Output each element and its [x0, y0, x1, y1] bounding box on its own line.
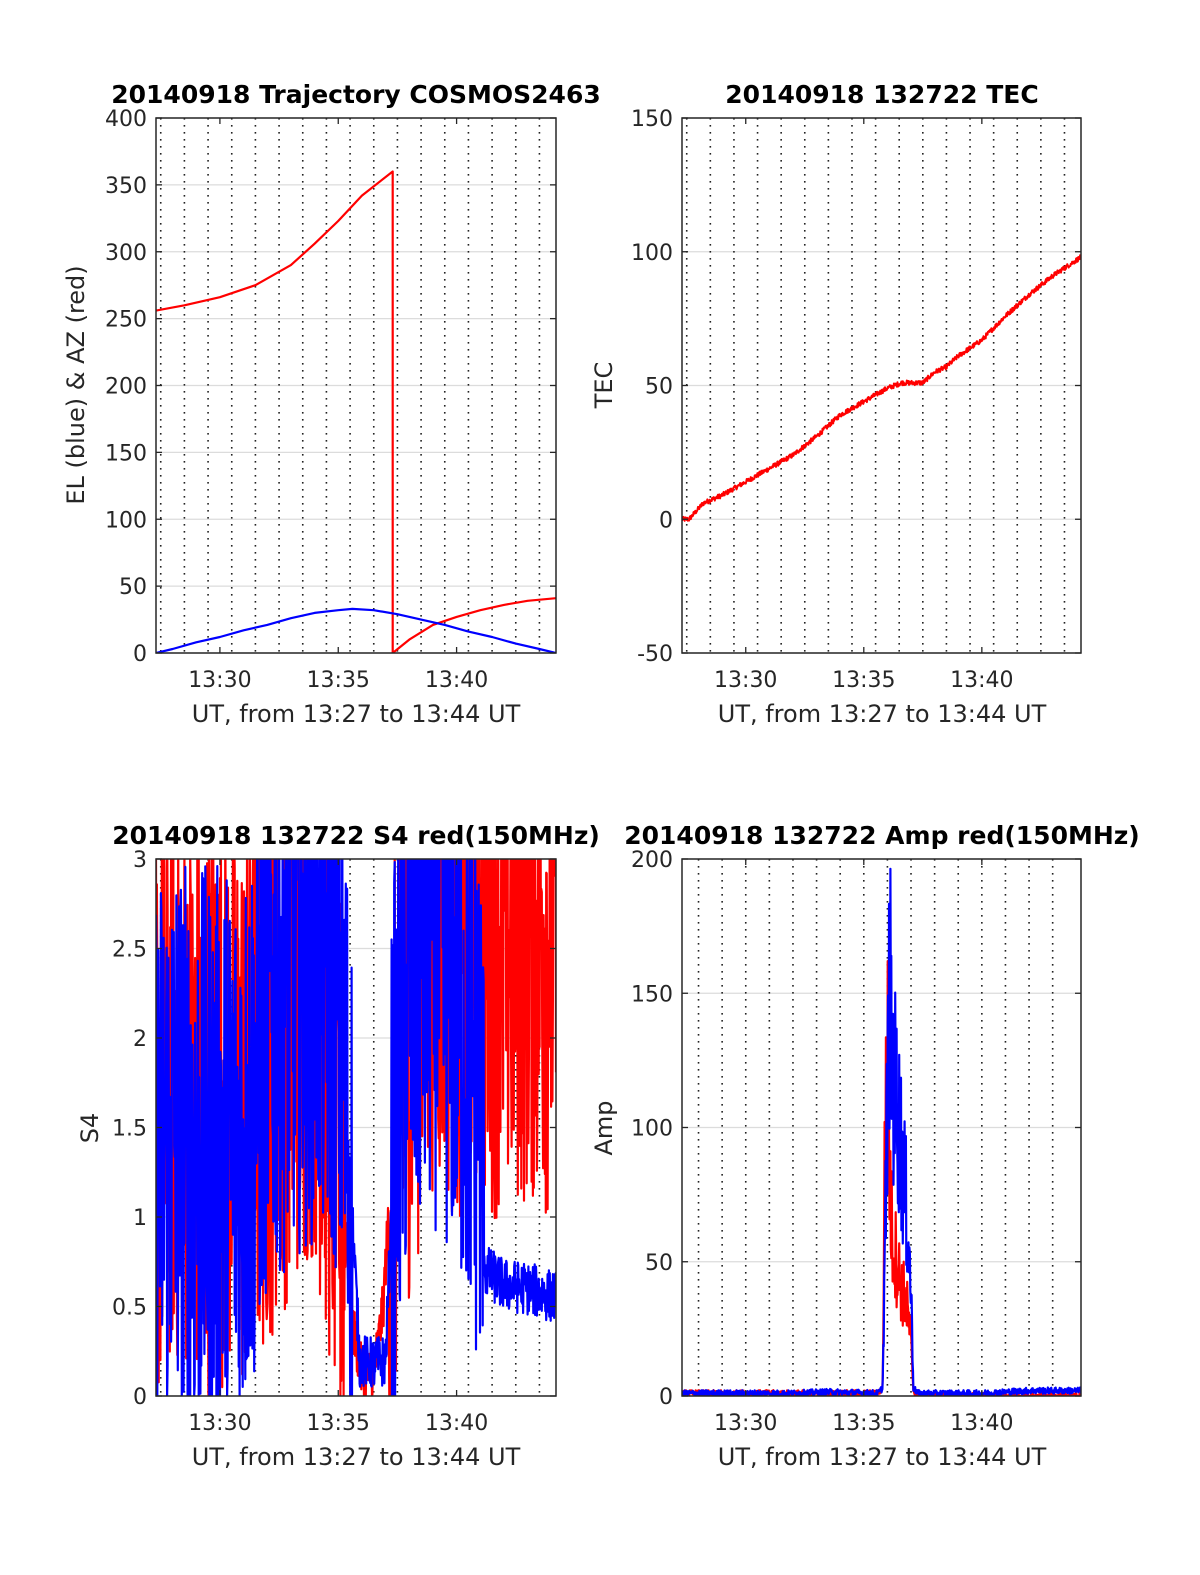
plot-area: 0 50 100 150 200 13:30 13:35 13:40 — [631, 848, 1082, 1436]
y-tick-label: 0 — [659, 1385, 673, 1410]
series-line-blue — [682, 867, 1081, 1396]
y-tick-label: 100 — [105, 508, 147, 533]
y-tick-label: 0.5 — [112, 1296, 147, 1321]
x-tick-label: 13:30 — [188, 1411, 251, 1436]
y-tick-label: 0 — [133, 642, 147, 667]
series-line-blue — [156, 607, 556, 653]
x-tick-label: 13:40 — [950, 668, 1013, 693]
plot-area: -50 0 50 100 150 13:30 13:35 13:40 — [631, 107, 1082, 693]
y-tick-label: 100 — [631, 241, 673, 266]
series-line-red — [156, 170, 556, 653]
y-tick-label: 150 — [631, 107, 673, 132]
x-tick-label: 13:30 — [714, 668, 777, 693]
y-tick-label: 1 — [133, 1206, 147, 1231]
y-tick-label: -50 — [637, 642, 673, 667]
x-tick-label: 13:35 — [832, 668, 895, 693]
y-tick-label: 0 — [659, 508, 673, 533]
x-tick-label: 13:35 — [307, 668, 370, 693]
panel-tec: 20140918 132722 TEC TEC UT, from 13:27 t… — [590, 80, 1082, 728]
y-tick-label: 0 — [133, 1385, 147, 1410]
y-tick-label: 100 — [631, 1117, 673, 1142]
chart-title: 20140918 132722 TEC — [725, 80, 1038, 109]
x-axis-label: UT, from 13:27 to 13:44 UT — [718, 700, 1047, 728]
y-axis-label: S4 — [76, 1113, 104, 1144]
x-axis-label: UT, from 13:27 to 13:44 UT — [192, 1443, 521, 1471]
x-axis-label: UT, from 13:27 to 13:44 UT — [192, 700, 521, 728]
y-tick-label: 150 — [105, 441, 147, 466]
series-line-red — [682, 960, 1081, 1396]
y-tick-label: 400 — [105, 107, 147, 132]
y-tick-label: 3 — [133, 848, 147, 873]
y-tick-label: 200 — [105, 375, 147, 400]
series-line-blue — [156, 859, 556, 1396]
y-tick-label: 1.5 — [112, 1117, 147, 1142]
y-tick-label: 50 — [645, 1251, 673, 1276]
plot-area: 0 0.5 1 1.5 2 2.5 3 13:30 13:35 13:40 — [112, 848, 557, 1436]
panel-s4: 20140918 132722 S4 red(150MHz) S4 UT, fr… — [76, 821, 600, 1471]
chart-title: 20140918 Trajectory COSMOS2463 — [111, 80, 601, 109]
y-tick-label: 2.5 — [112, 938, 147, 963]
y-tick-label: 350 — [105, 174, 147, 199]
y-axis-label: Amp — [590, 1100, 618, 1155]
y-tick-label: 2 — [133, 1027, 147, 1052]
y-axis-label: EL (blue) & AZ (red) — [62, 265, 90, 504]
y-tick-label: 150 — [631, 982, 673, 1007]
y-tick-label: 50 — [119, 575, 147, 600]
x-tick-label: 13:30 — [188, 668, 251, 693]
y-tick-label: 250 — [105, 308, 147, 333]
x-axis-label: UT, from 13:27 to 13:44 UT — [718, 1443, 1047, 1471]
x-tick-label: 13:30 — [714, 1411, 777, 1436]
x-tick-label: 13:40 — [950, 1411, 1013, 1436]
x-tick-label: 13:35 — [832, 1411, 895, 1436]
y-tick-label: 50 — [645, 375, 673, 400]
series-line-red — [682, 254, 1081, 522]
y-tick-label: 300 — [105, 241, 147, 266]
x-tick-label: 13:40 — [425, 1411, 488, 1436]
panel-trajectory: 20140918 Trajectory COSMOS2463 EL (blue)… — [62, 80, 601, 728]
chart-title: 20140918 132722 Amp red(150MHz) — [624, 821, 1140, 850]
x-tick-label: 13:40 — [425, 668, 488, 693]
chart-title: 20140918 132722 S4 red(150MHz) — [112, 821, 600, 850]
y-axis-label: TEC — [590, 362, 618, 410]
y-tick-label: 200 — [631, 848, 673, 873]
x-tick-label: 13:35 — [307, 1411, 370, 1436]
panel-amp: 20140918 132722 Amp red(150MHz) Amp UT, … — [590, 821, 1140, 1471]
plot-area: 0 50 100 150 200 250 300 350 400 13:30 13:35 13:40 — [105, 107, 557, 693]
